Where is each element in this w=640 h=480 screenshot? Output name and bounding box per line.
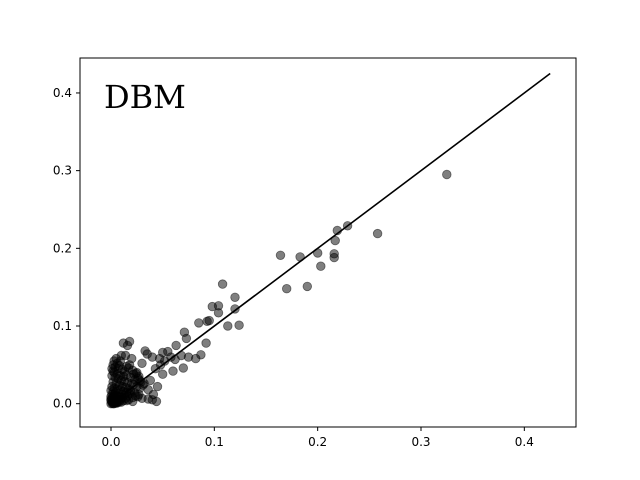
scatter-point <box>194 318 204 328</box>
ticks-layer: 0.0 0.1 0.2 0.3 0.4 0.0 0.1 0.2 0.3 0.4 <box>53 86 534 449</box>
scatter-point <box>316 261 326 271</box>
scatter-point <box>275 250 286 261</box>
scatter-point <box>372 228 383 239</box>
scatter-point <box>151 396 162 407</box>
scatter-point <box>201 338 211 348</box>
scatter-point <box>213 308 224 318</box>
scatter-point <box>207 301 218 312</box>
y-tick-label: 0.2 <box>53 241 72 255</box>
scatter-point <box>168 366 178 376</box>
scatter-point <box>230 304 240 314</box>
scatter-point <box>223 321 233 331</box>
y-tick-label: 0.0 <box>53 397 72 411</box>
x-tick-label: 0.1 <box>205 435 224 449</box>
scatter-point <box>442 169 452 180</box>
x-tick-label: 0.3 <box>411 435 430 449</box>
y-tick-label: 0.1 <box>53 319 72 333</box>
scatter-point <box>190 353 201 364</box>
scatter-point <box>152 381 163 392</box>
scatter-point <box>202 316 212 327</box>
scatter-point <box>230 292 240 303</box>
reference-line <box>110 72 551 405</box>
scatter-point <box>282 284 292 294</box>
y-tick-label: 0.3 <box>53 164 72 178</box>
scatter-point <box>171 340 181 351</box>
x-tick-label: 0.0 <box>101 435 120 449</box>
scatter-point <box>217 279 228 289</box>
scatter-point <box>157 369 168 379</box>
scatter-point <box>234 320 244 330</box>
scatter-point <box>302 281 313 292</box>
scatter-point <box>118 338 129 348</box>
scatter-point <box>137 358 147 369</box>
scatter-point <box>178 363 189 373</box>
scatter-point <box>181 333 192 344</box>
x-tick-label: 0.2 <box>308 435 327 449</box>
plot-frame <box>79 57 577 428</box>
scatter-point <box>140 346 150 356</box>
y-tick-label: 0.4 <box>53 86 72 100</box>
panel-annotation: DBM <box>104 78 186 116</box>
scatter-point <box>121 395 132 406</box>
scatter-point <box>330 235 340 246</box>
reference-line-layer <box>110 72 551 405</box>
x-tick-label: 0.4 <box>515 435 534 449</box>
scatter-point <box>329 252 339 263</box>
